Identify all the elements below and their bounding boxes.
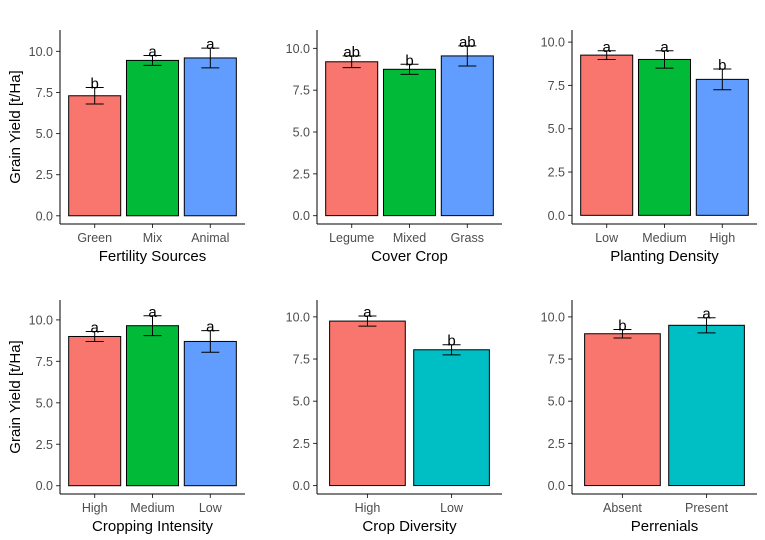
x-axis-title: Crop Diversity [362,518,457,535]
bar [668,324,745,487]
y-tick-label: 5.0 [548,122,565,136]
y-tick-label: 5.0 [293,126,310,140]
bar [325,61,379,217]
significance-letter: a [148,43,157,60]
chart-panel: 0.0 2.5 5.0 7.5 10.0 a High a Medium a Low Cropping… [7,300,245,535]
y-tick-label: 0.0 [293,209,310,223]
x-tick-label: Absent [603,501,642,515]
bar [125,59,180,217]
y-axis-title: Grain Yield [t/Ha] [7,70,24,183]
x-tick-label: Grass [451,231,484,245]
x-axis-title: Perrenials [631,518,699,535]
significance-letter: b [91,76,99,93]
significance-letter: a [206,36,215,53]
y-tick-label: 2.5 [293,437,310,451]
y-tick-label: 5.0 [36,396,53,410]
x-tick-label: Medium [642,231,686,245]
significance-letter: a [702,306,711,323]
y-tick-label: 5.0 [293,395,310,409]
y-tick-label: 10.0 [286,42,310,56]
bar [637,58,692,216]
x-axis-title: Cropping Intensity [92,518,213,535]
x-tick-label: High [82,501,108,515]
x-tick-label: Low [595,231,619,245]
y-tick-label: 2.5 [36,168,53,182]
y-tick-label: 10.0 [29,45,53,59]
y-tick-label: 7.5 [36,355,53,369]
y-tick-label: 0.0 [36,479,53,493]
y-tick-label: 10.0 [541,36,565,50]
significance-letter: ab [343,44,360,61]
y-tick-label: 0.0 [293,479,310,493]
chart-panel: 0.0 2.5 5.0 7.5 10.0 a High b Low Crop Diversity [286,300,502,535]
significance-letter: b [718,57,726,74]
significance-letter: a [660,39,669,56]
x-axis-title: Cover Crop [371,248,448,265]
y-tick-label: 7.5 [548,353,565,367]
significance-letter: b [405,52,413,69]
x-tick-label: Mixed [393,231,426,245]
bar [329,320,406,487]
y-tick-label: 0.0 [548,479,565,493]
chart-panel: 0.0 2.5 5.0 7.5 10.0 a Low a Medium b High Planting… [541,30,757,265]
y-tick-label: 0.0 [548,209,565,223]
y-tick-label: 2.5 [36,438,53,452]
x-tick-label: Animal [191,231,229,245]
bar [440,55,494,217]
significance-letter: b [618,318,626,335]
y-axis-title: Grain Yield [t/Ha] [7,340,24,453]
x-tick-label: Present [685,501,729,515]
x-tick-label: Medium [130,501,174,515]
bar [580,54,634,216]
y-tick-label: 10.0 [286,310,310,324]
y-tick-label: 10.0 [29,313,53,327]
significance-letter: b [447,333,455,350]
y-tick-label: 2.5 [293,167,310,181]
y-tick-label: 2.5 [548,166,565,180]
significance-letter: a [91,320,100,337]
bar [68,335,122,487]
chart-panel: 0.0 2.5 5.0 7.5 10.0 b Green a Mix a Animal Fertili… [7,30,245,265]
y-tick-label: 7.5 [36,86,53,100]
bar [125,325,180,487]
x-tick-label: Low [199,501,223,515]
y-tick-label: 10.0 [541,310,565,324]
x-tick-label: Low [440,501,464,515]
bar [413,349,490,487]
x-tick-label: Legume [329,231,374,245]
y-tick-label: 7.5 [548,79,565,93]
y-tick-label: 2.5 [548,437,565,451]
x-tick-label: High [355,501,381,515]
x-axis-title: Fertility Sources [99,248,207,265]
bar [183,340,237,487]
y-tick-label: 7.5 [293,353,310,367]
chart-panel: 0.0 2.5 5.0 7.5 10.0 ab Legume b Mixed ab GrassCov… [286,30,502,265]
bar [382,68,437,217]
x-tick-label: Mix [143,231,163,245]
bar [695,78,749,216]
significance-letter: a [206,319,215,336]
x-axis-title: Planting Density [610,248,719,265]
bar [183,57,237,217]
y-tick-label: 5.0 [548,395,565,409]
significance-letter: a [363,304,372,321]
significance-letter: a [148,304,157,321]
x-tick-label: High [709,231,735,245]
bar [584,333,661,487]
y-tick-label: 7.5 [293,84,310,98]
chart-panel: 0.0 2.5 5.0 7.5 10.0 b Absent a Present Perrenial… [541,300,757,535]
x-tick-label: Green [77,231,112,245]
significance-letter: ab [459,34,476,51]
bar [68,95,122,217]
y-tick-label: 5.0 [36,127,53,141]
significance-letter: a [603,39,612,56]
y-tick-label: 0.0 [36,209,53,223]
